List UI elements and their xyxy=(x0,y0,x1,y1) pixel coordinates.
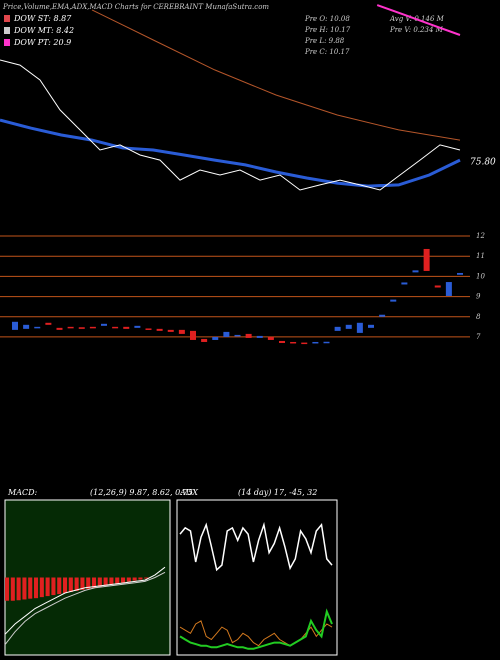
legend-text: DOW ST: 8.87 xyxy=(13,14,72,23)
candle xyxy=(445,282,452,296)
line xyxy=(91,9,461,141)
y-tick-label: 9 xyxy=(476,293,481,301)
line xyxy=(0,59,461,191)
candle xyxy=(290,341,297,344)
candle xyxy=(89,326,96,329)
histogram-bar xyxy=(34,577,39,599)
candle xyxy=(267,336,274,340)
candle xyxy=(312,341,319,344)
histogram-bar xyxy=(28,577,33,599)
chart-title: Price,Volume,EMA,ADX,MACD Charts for CER… xyxy=(2,3,269,11)
candle xyxy=(390,299,397,302)
candle xyxy=(434,285,441,288)
line xyxy=(179,608,333,650)
histogram-bar xyxy=(5,577,10,601)
line xyxy=(4,566,166,635)
histogram-bar xyxy=(68,577,73,592)
legend-text: DOW PT: 20.9 xyxy=(13,38,71,47)
histogram-bar xyxy=(121,577,126,583)
histogram-bar xyxy=(86,577,91,589)
y-tick-label: 7 xyxy=(476,333,481,341)
histogram-bar xyxy=(92,577,97,588)
y-tick-label: 10 xyxy=(476,272,485,280)
y-tick-label: 12 xyxy=(476,232,485,240)
info-text: Pre L: 9.88 xyxy=(304,37,345,45)
info-text: Pre V: 0.234 M xyxy=(389,26,444,34)
candle xyxy=(457,272,463,275)
legend-swatch xyxy=(4,15,10,22)
candle xyxy=(123,326,130,329)
candle xyxy=(45,322,52,325)
info-text: Pre O: 10.08 xyxy=(304,15,350,23)
candle xyxy=(67,326,74,329)
candle xyxy=(201,338,208,342)
histogram-bar xyxy=(10,577,15,601)
legend-swatch xyxy=(4,27,10,34)
candle xyxy=(245,333,252,338)
candle xyxy=(178,329,185,334)
panel-params: (12,26,9) 9.87, 8.62, 0.75 xyxy=(90,488,193,497)
candle xyxy=(78,327,85,329)
panel-title: MACD: xyxy=(7,488,38,497)
candle xyxy=(56,327,63,330)
histogram-bar xyxy=(80,577,85,590)
price-label: 75.80 xyxy=(470,158,496,168)
y-tick-label: 11 xyxy=(476,252,485,260)
line xyxy=(179,521,333,572)
histogram-bar xyxy=(97,577,102,587)
line xyxy=(0,118,461,188)
candle xyxy=(134,325,141,328)
candle xyxy=(223,331,230,337)
candle xyxy=(156,328,163,331)
candle xyxy=(145,328,152,330)
histogram-bar xyxy=(22,577,27,600)
candle xyxy=(301,342,308,345)
legend-text: DOW MT: 8.42 xyxy=(13,26,74,35)
histogram-bar xyxy=(138,577,143,580)
panel-params: (14 day) 17, -45, 32 xyxy=(238,488,317,497)
candle xyxy=(368,324,374,328)
panel xyxy=(176,499,338,656)
histogram-bar xyxy=(126,577,131,582)
histogram-bar xyxy=(115,577,120,584)
histogram-bar xyxy=(16,577,21,601)
candle xyxy=(34,326,41,329)
candle xyxy=(256,335,263,338)
info-text: Pre C: 10.17 xyxy=(304,48,350,56)
candle xyxy=(167,329,174,332)
panel-title: ADX xyxy=(179,488,198,497)
candle xyxy=(101,323,107,326)
candle xyxy=(234,334,241,337)
histogram-bar xyxy=(39,577,44,598)
candle xyxy=(12,321,18,330)
histogram-bar xyxy=(57,577,62,595)
histogram-bar xyxy=(74,577,79,591)
histogram-bar xyxy=(63,577,68,593)
candle xyxy=(334,326,341,331)
candle xyxy=(323,341,330,344)
candle xyxy=(345,324,352,329)
legend-swatch xyxy=(4,39,10,46)
line xyxy=(4,571,166,646)
histogram-bar xyxy=(45,577,50,597)
candle xyxy=(190,330,196,340)
candle xyxy=(112,326,119,329)
info-text: Pre H: 10.17 xyxy=(304,26,351,34)
candle xyxy=(401,282,408,285)
candle xyxy=(379,314,386,317)
histogram-bar xyxy=(144,577,149,579)
histogram-bar xyxy=(109,577,114,585)
candle xyxy=(279,340,285,343)
histogram-bar xyxy=(132,577,137,581)
candle xyxy=(423,248,430,271)
line xyxy=(376,4,461,36)
candle xyxy=(23,324,30,329)
candle xyxy=(412,270,419,273)
candle xyxy=(212,336,219,340)
candle xyxy=(356,322,363,333)
histogram-bar xyxy=(103,577,108,586)
histogram-bar xyxy=(51,577,56,596)
y-tick-label: 8 xyxy=(476,313,481,321)
